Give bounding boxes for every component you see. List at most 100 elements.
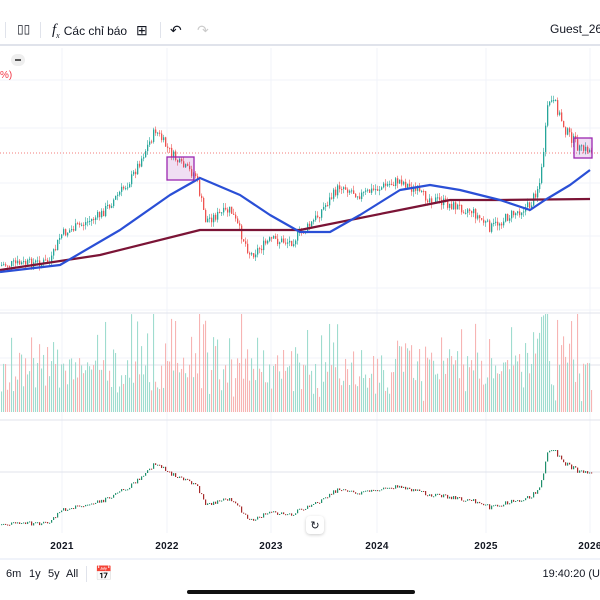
- collapse-button[interactable]: [11, 54, 25, 66]
- lower-candle: [171, 471, 173, 476]
- lower-candle: [279, 514, 281, 516]
- lower-candle: [163, 466, 165, 469]
- candle: [429, 198, 431, 203]
- volume-bar: [329, 323, 331, 412]
- volume-bar: [575, 381, 577, 412]
- lower-candle: [313, 503, 315, 505]
- volume-bar: [155, 381, 157, 412]
- volume-bar: [3, 363, 5, 412]
- lower-candle: [341, 490, 343, 492]
- volume-bar: [71, 358, 73, 412]
- divider: [40, 22, 41, 38]
- volume-bar: [581, 401, 583, 412]
- candle: [421, 191, 423, 193]
- layout-grid-icon: ⊞: [136, 22, 148, 38]
- lower-candle: [359, 493, 361, 495]
- volume-bar: [313, 393, 315, 412]
- candle: [369, 189, 371, 193]
- go-to-date-button[interactable]: 📅: [95, 565, 112, 582]
- reset-chart-button[interactable]: ↻: [306, 516, 324, 534]
- volume-bar: [533, 332, 535, 412]
- candle: [125, 188, 127, 190]
- volume-bar: [151, 390, 153, 412]
- lower-candle: [15, 522, 17, 524]
- lower-candle: [591, 472, 593, 474]
- lower-candle: [295, 513, 297, 515]
- lower-candle: [331, 493, 333, 495]
- range-6m[interactable]: 6m: [6, 568, 22, 580]
- highlight-box: [573, 137, 593, 159]
- lower-candle: [543, 473, 545, 481]
- chart-type-button[interactable]: ▯▯: [17, 22, 30, 36]
- volume-bar: [451, 356, 453, 412]
- candle: [503, 221, 505, 226]
- divider: [160, 22, 161, 38]
- candle: [287, 242, 289, 244]
- range-1y[interactable]: 1y: [29, 568, 41, 580]
- layout-grid-button[interactable]: ⊞: [136, 22, 148, 39]
- lower-candle: [397, 485, 399, 488]
- volume-bar: [209, 393, 211, 412]
- indicators-button[interactable]: fx Các chỉ báo: [52, 22, 127, 40]
- volume-bar: [161, 365, 163, 412]
- undo-button[interactable]: ↶: [170, 22, 182, 39]
- volume-bar: [529, 373, 531, 412]
- candle: [557, 100, 559, 115]
- volume-bar: [43, 354, 45, 412]
- candle: [551, 100, 553, 102]
- lower-candle: [127, 489, 129, 491]
- lower-candle: [247, 514, 249, 519]
- volume-bar: [107, 380, 109, 412]
- candle: [309, 223, 311, 227]
- candle: [145, 151, 147, 158]
- volume-bar: [311, 370, 313, 412]
- volume-bar: [147, 333, 149, 412]
- candle: [129, 184, 131, 188]
- lower-candle: [113, 494, 115, 498]
- volume-bar: [87, 362, 89, 412]
- volume-bar: [371, 373, 373, 412]
- price-chart[interactable]: [0, 48, 600, 538]
- candle: [377, 189, 379, 191]
- candle: [567, 128, 569, 135]
- candle: [173, 151, 175, 158]
- user-name[interactable]: Guest_269: [550, 22, 600, 36]
- lower-candle: [201, 493, 203, 495]
- lower-candle: [333, 490, 335, 495]
- volume-bar: [23, 386, 25, 412]
- volume-bar: [399, 346, 401, 412]
- volume-bar: [561, 345, 563, 412]
- candle: [579, 145, 581, 151]
- lower-candle: [137, 478, 139, 484]
- volume-bar: [41, 368, 43, 412]
- lower-candle: [559, 455, 561, 457]
- volume-bar: [547, 314, 549, 412]
- range-5y[interactable]: 5y: [48, 568, 60, 580]
- lower-candle: [179, 476, 181, 478]
- lower-candle: [213, 501, 215, 506]
- volume-bar: [289, 365, 291, 412]
- lower-candle: [493, 505, 495, 507]
- lower-candle: [303, 509, 305, 511]
- redo-button[interactable]: ↷: [197, 22, 209, 39]
- lower-candle: [307, 505, 309, 509]
- candle: [107, 204, 109, 207]
- minus-icon: [15, 59, 21, 61]
- volume-bar: [445, 373, 447, 412]
- lower-candle: [185, 478, 187, 481]
- lower-candle: [121, 489, 123, 492]
- lower-candle: [77, 505, 79, 507]
- lower-candle: [285, 514, 287, 516]
- volume-bar: [587, 362, 589, 412]
- lower-candle: [245, 513, 247, 515]
- range-all[interactable]: All: [66, 568, 79, 580]
- volume-bar: [367, 387, 369, 412]
- volume-bar: [521, 371, 523, 412]
- lower-candle: [255, 519, 257, 521]
- volume-bar: [301, 389, 303, 412]
- lower-candle: [319, 502, 321, 504]
- volume-bar: [315, 363, 317, 412]
- candle: [339, 185, 341, 190]
- lower-candle: [275, 511, 277, 513]
- candle: [149, 141, 151, 145]
